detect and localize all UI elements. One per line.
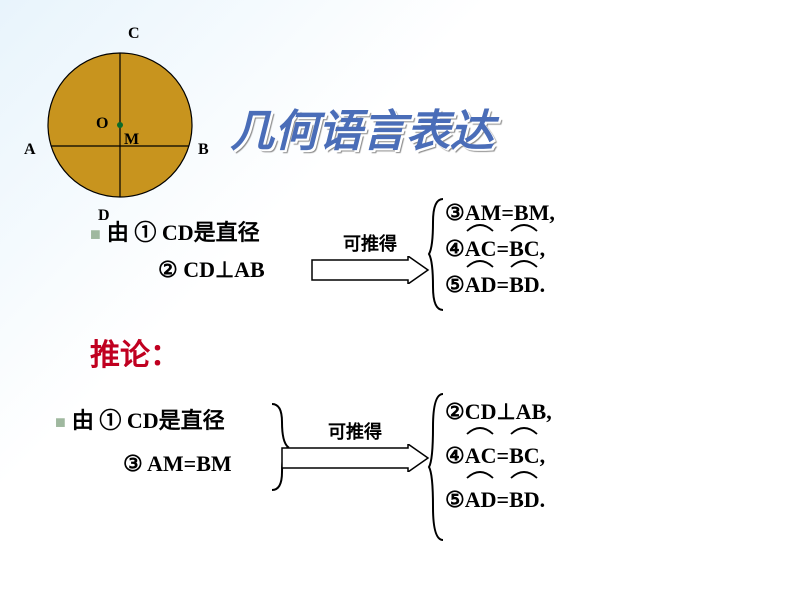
bullet-icon: ■ xyxy=(55,412,66,432)
premise-line1: ① CD是直径 xyxy=(134,220,259,245)
premise-line2: ② CD⊥AB xyxy=(158,257,265,282)
conclusion-block1: ③AM=BM, ④AC=BC, ⑤AD=BD. xyxy=(445,195,555,303)
premise2-line2: ③ AM=BM xyxy=(123,451,232,476)
page-title: 几何语言表达 xyxy=(230,95,494,159)
label-a: A xyxy=(24,141,36,158)
brace-icon xyxy=(427,392,447,542)
conclusion2-3: ⑤AD=BD. xyxy=(445,478,552,522)
label-c: C xyxy=(128,25,140,42)
conclusion-block2: ②CD⊥AB, ④AC=BC, ⑤AD=BD. xyxy=(445,390,552,522)
brace-icon xyxy=(427,197,447,312)
premise-prefix: 由 xyxy=(107,220,135,245)
bullet-icon: ■ xyxy=(90,224,101,244)
arrow-block2: 可推得 xyxy=(280,418,430,477)
arrow-label2: 可推得 xyxy=(280,418,430,444)
label-b: B xyxy=(198,141,209,158)
conclusion-3: ⑤AD=BD. xyxy=(445,267,555,303)
arrow-label1: 可推得 xyxy=(310,230,430,256)
arrow-block1: 可推得 xyxy=(310,230,430,289)
corollary-block: ■ 由 ① CD是直径 ③ AM=BM xyxy=(55,400,232,485)
arrow-icon xyxy=(310,256,430,284)
label-m: M xyxy=(124,131,139,148)
arrow-icon xyxy=(280,444,430,472)
label-o: O xyxy=(96,115,108,132)
corollary-heading: 推论： xyxy=(90,330,180,374)
center-dot xyxy=(117,122,123,128)
premise2-prefix: 由 xyxy=(72,408,100,433)
circle-diagram: C D A B O M xyxy=(20,20,230,245)
premise2-line1: ① CD是直径 xyxy=(99,408,224,433)
theorem-block: ■ 由 ① CD是直径 ② CD⊥AB xyxy=(90,215,265,288)
